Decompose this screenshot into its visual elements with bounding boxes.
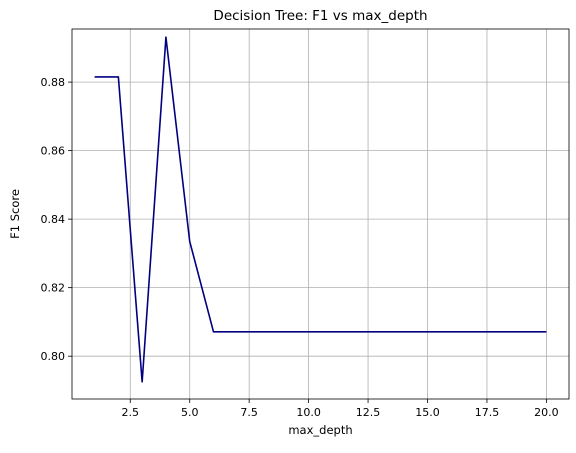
x-tick-label: 15.0 <box>415 406 440 419</box>
y-tick-label: 0.88 <box>41 76 66 89</box>
x-tick-label: 7.5 <box>240 406 258 419</box>
x-tick-label: 20.0 <box>534 406 559 419</box>
x-tick-label: 2.5 <box>122 406 140 419</box>
x-tick-label: 17.5 <box>475 406 500 419</box>
y-axis-label: F1 Score <box>8 189 22 239</box>
x-tick-label: 5.0 <box>181 406 199 419</box>
series-layer <box>94 36 547 383</box>
y-tick-label: 0.86 <box>41 145 66 158</box>
x-tick-label: 10.0 <box>296 406 321 419</box>
y-tick-label: 0.82 <box>41 282 66 295</box>
grid-layer <box>72 29 569 399</box>
x-axis-label: max_depth <box>288 423 352 437</box>
y-tick-label: 0.84 <box>41 213 66 226</box>
tick-layer: 2.5 5.0 7.5 10.0 12.5 15.0 17.5 20.0 0.80 0.82 0.8… <box>41 76 559 419</box>
y-tick-label: 0.80 <box>41 350 66 363</box>
plot-frame <box>71 28 570 400</box>
chart-title: Decision Tree: F1 vs max_depth <box>213 8 427 24</box>
x-tick-label: 12.5 <box>356 406 381 419</box>
series-line <box>94 36 547 383</box>
